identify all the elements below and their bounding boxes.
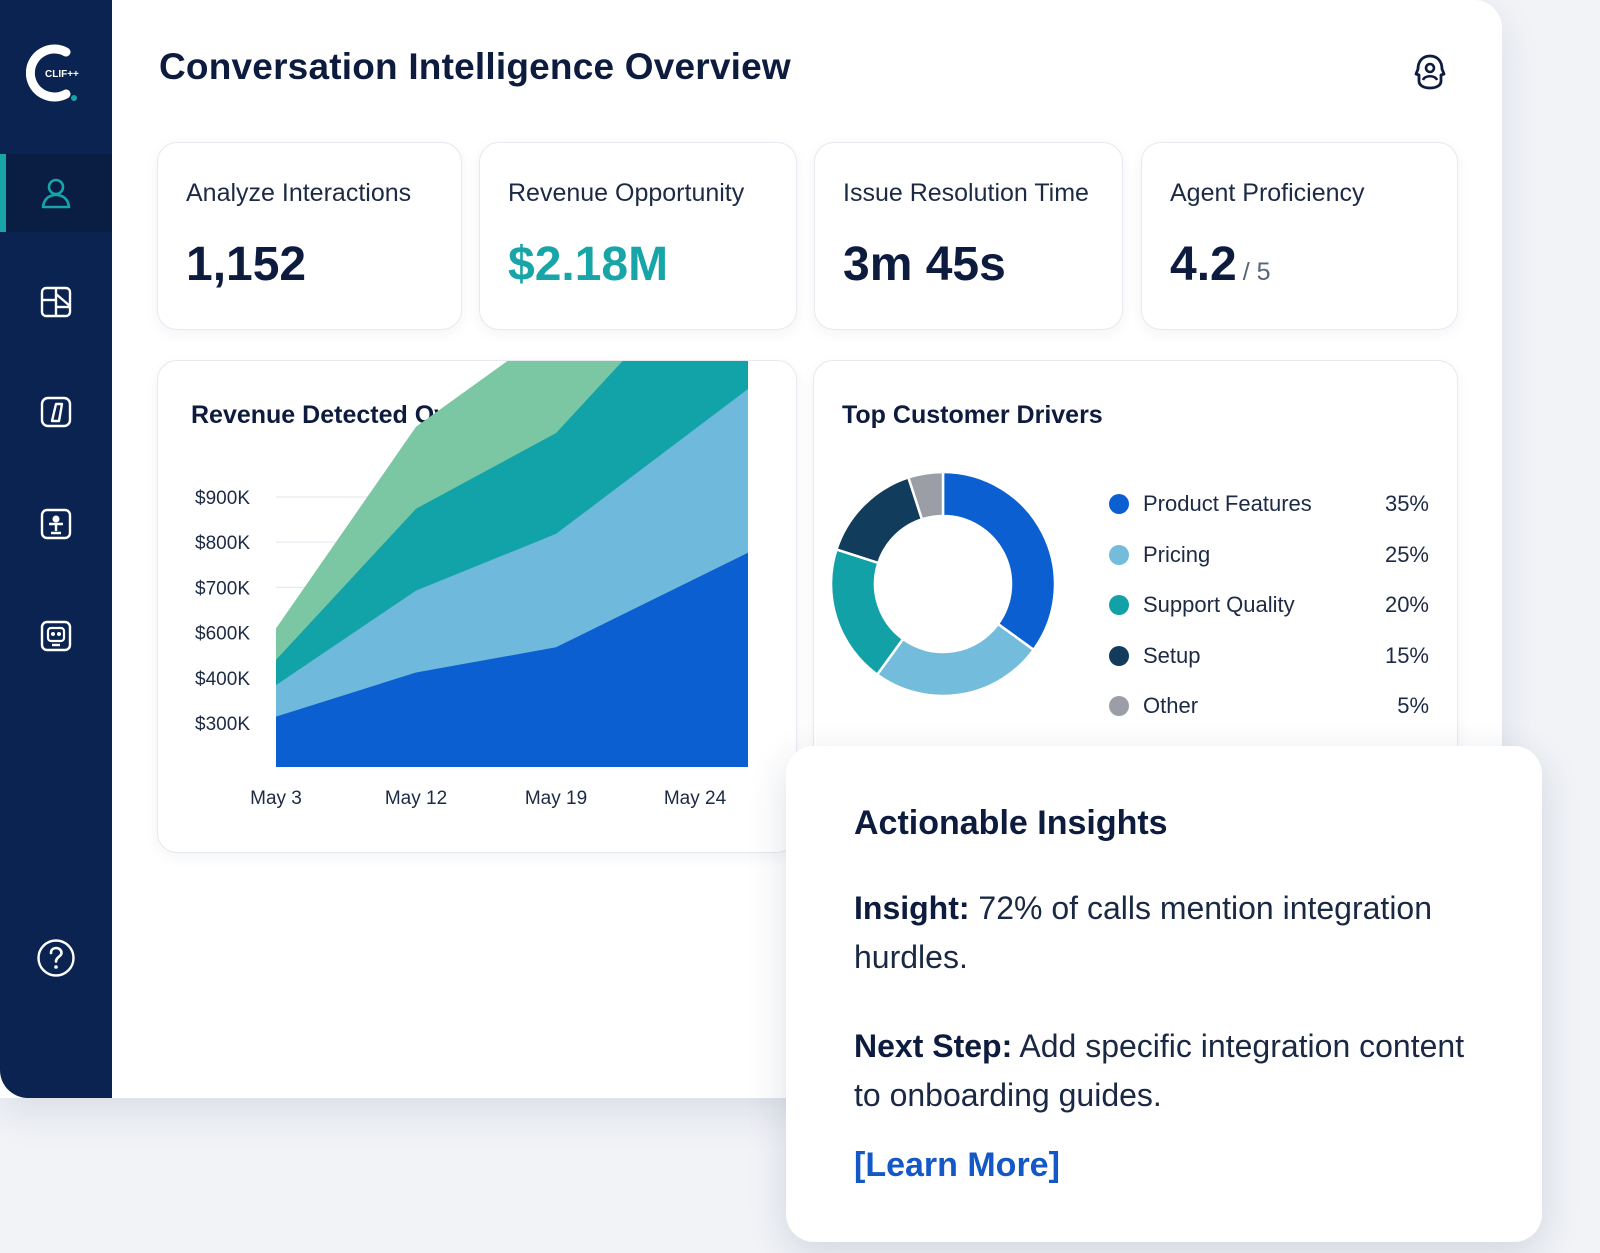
user-icon — [41, 178, 71, 209]
y-tick-label: $900K — [195, 488, 250, 509]
legend-percent: 20% — [1384, 592, 1429, 617]
donut-slice-0 — [941, 470, 1057, 652]
legend-swatch — [1109, 696, 1129, 716]
insight-label: Insight: — [854, 890, 970, 926]
legend-swatch — [1109, 646, 1129, 666]
kpi-suffix: / 5 — [1242, 258, 1271, 286]
area-series-0 — [276, 552, 748, 767]
kpi-card-proficiency: Agent Proficiency 4.2/ 5 — [1141, 142, 1458, 330]
x-tick-label: May 19 — [525, 788, 587, 809]
legend-label: Other — [1143, 693, 1199, 718]
donut-slice-1 — [875, 622, 1036, 698]
sidebar-item-dashboard[interactable] — [0, 263, 112, 341]
document-icon — [40, 396, 72, 428]
help-button[interactable] — [0, 919, 112, 997]
y-tick-label: $600K — [195, 624, 250, 645]
legend-item: Pricing 25% — [1109, 540, 1429, 570]
kpi-value: 4.2/ 5 — [1170, 238, 1271, 291]
legend-item: Product Features 35% — [1109, 489, 1429, 519]
y-tick-label: $700K — [195, 578, 250, 599]
dashboard-icon — [40, 286, 72, 318]
kpi-label: Revenue Opportunity — [508, 179, 745, 207]
donut-slice-3 — [834, 475, 924, 565]
legend-item: Other 5% — [1109, 691, 1429, 721]
donut-slice-4 — [906, 470, 945, 521]
page-title: Conversation Intelligence Overview — [159, 46, 791, 87]
account-icon[interactable] — [1410, 52, 1450, 92]
logo-icon: CLIF++ — [26, 44, 79, 102]
x-tick-label: May 24 — [664, 788, 727, 809]
legend-percent: 25% — [1384, 542, 1429, 567]
legend-swatch — [1109, 545, 1129, 565]
drivers-panel: Top Customer Drivers Product Features 35%… — [813, 360, 1458, 780]
legend-label: Setup — [1143, 643, 1201, 668]
kpi-value: $2.18M — [508, 238, 669, 291]
y-tick-label: $400K — [195, 669, 250, 690]
legend-label: Product Features — [1143, 491, 1312, 516]
sidebar-item-profile[interactable] — [0, 154, 112, 232]
legend-swatch — [1109, 595, 1129, 615]
x-tick-label: May 3 — [250, 788, 302, 809]
insight-text: 72% of calls mention integration hurdles… — [854, 890, 1433, 975]
kpi-value: 3m 45s — [843, 238, 1006, 291]
next-step-label: Next Step: — [854, 1028, 1013, 1064]
legend-item: Support Quality 20% — [1109, 590, 1429, 620]
legend-item: Setup 15% — [1109, 641, 1429, 671]
donut-slice-2 — [829, 547, 905, 677]
revenue-chart-panel: Revenue Detected Over Time $900K $800K $70… — [157, 360, 797, 853]
drivers-donut-chart — [829, 470, 1057, 698]
next-step-paragraph: Next Step: Add specific integration cont… — [854, 1022, 1494, 1120]
insights-card: Actionable Insights Insight: 72% of call… — [786, 746, 1542, 1242]
y-tick-label: $300K — [195, 714, 250, 735]
x-tick-label: May 12 — [385, 788, 447, 809]
kpi-label: Analyze Interactions — [186, 179, 412, 207]
sidebar-item-documents[interactable] — [0, 373, 112, 451]
revenue-area-chart: $900K $800K $700K $600K $400K $300K May 3 May 1… — [195, 361, 748, 809]
kpi-label: Issue Resolution Time — [843, 179, 1089, 207]
kpi-card-resolution-time: Issue Resolution Time 3m 45s — [814, 142, 1123, 330]
y-tick-label: $800K — [195, 533, 250, 554]
kpi-card-interactions: Analyze Interactions 1,152 — [157, 142, 462, 330]
learn-more-link[interactable]: [Learn More] — [854, 1146, 1060, 1184]
kpi-card-revenue: Revenue Opportunity $2.18M — [479, 142, 797, 330]
next-step-text: Add specific integration content to onbo… — [854, 1028, 1465, 1113]
panel-title: Top Customer Drivers — [842, 401, 1103, 429]
sidebar: CLIF++ — [0, 0, 112, 1098]
robot-icon — [40, 620, 72, 652]
sidebar-item-automation[interactable] — [0, 597, 112, 675]
legend-percent: 35% — [1384, 491, 1429, 516]
kpi-value: 1,152 — [186, 238, 307, 291]
legend-percent: 15% — [1384, 643, 1429, 668]
legend-label: Support Quality — [1143, 592, 1295, 617]
kpi-label: Agent Proficiency — [1170, 179, 1365, 207]
help-icon — [37, 939, 75, 977]
legend-label: Pricing — [1143, 542, 1211, 567]
logo-text: CLIF++ — [45, 69, 79, 80]
insight-paragraph: Insight: 72% of calls mention integratio… — [854, 884, 1494, 982]
legend-percent: 5% — [1397, 693, 1429, 718]
agent-icon — [40, 508, 72, 540]
legend-swatch — [1109, 494, 1129, 514]
sidebar-item-agents[interactable] — [0, 485, 112, 563]
app-window: CLIF++ — [0, 0, 1502, 1098]
insights-title: Actionable Insights — [854, 804, 1168, 842]
